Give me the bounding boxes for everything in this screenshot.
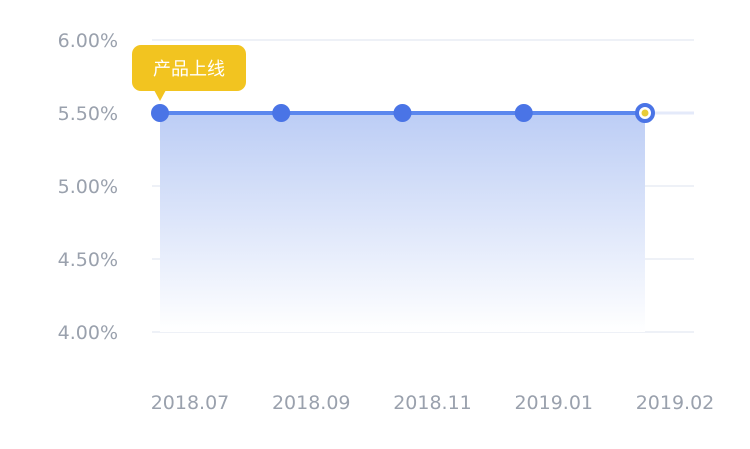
x-tick-label: 2018.09: [272, 392, 351, 414]
x-tick-label: 2019.02: [636, 392, 715, 414]
y-tick-label: 4.50%: [58, 249, 118, 271]
y-axis-ticks: 4.00% 4.50% 5.00% 5.50% 6.00%: [58, 30, 118, 344]
x-tick-label: 2019.01: [514, 392, 593, 414]
y-tick-label: 6.00%: [58, 30, 118, 52]
y-tick-label: 5.50%: [58, 103, 118, 125]
data-point: [272, 104, 291, 122]
y-tick-label: 4.00%: [58, 322, 118, 344]
annotation-callout: 产品上线: [132, 45, 246, 101]
data-point: [151, 104, 169, 122]
x-tick-label: 2018.11: [393, 392, 472, 414]
x-tick-label: 2018.07: [151, 392, 230, 414]
data-point: [393, 104, 412, 122]
data-point: [514, 104, 533, 122]
x-axis-ticks: 2018.07 2018.09 2018.11 2019.01 2019.02: [151, 392, 715, 414]
y-tick-label: 5.00%: [58, 176, 118, 198]
annotation-callout-pointer: [154, 90, 166, 101]
area-fill-shape: [160, 113, 645, 332]
annotation-label: 产品上线: [153, 59, 225, 80]
data-points: [151, 103, 655, 123]
area-fill: [160, 113, 645, 332]
data-point-last-center: [641, 109, 649, 117]
annotation-callout-box: [132, 45, 246, 91]
